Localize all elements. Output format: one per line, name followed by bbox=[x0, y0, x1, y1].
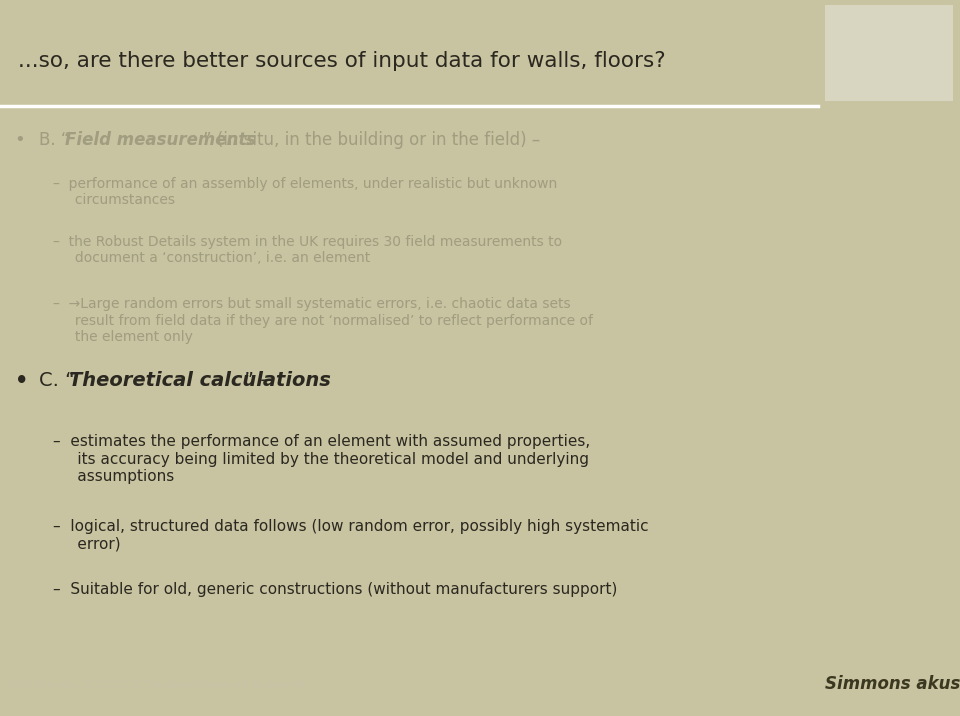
Text: C. “: C. “ bbox=[39, 372, 76, 390]
Text: –  the Robust Details system in the UK requires 30 field measurements to
     do: – the Robust Details system in the UK re… bbox=[53, 235, 563, 265]
Text: ” –: ” – bbox=[244, 372, 270, 390]
Text: ...so, are there better sources of input data for walls, floors?: ...so, are there better sources of input… bbox=[18, 52, 665, 72]
Text: ” (in situ, in the building or in the field) –: ” (in situ, in the building or in the fi… bbox=[203, 130, 540, 149]
Text: Simmons akustik & u: Simmons akustik & u bbox=[825, 675, 960, 694]
Text: NAS Årsmöte 2013-10-25 Trondheim Säker på Osäkerhet: NAS Årsmöte 2013-10-25 Trondheim Säker p… bbox=[10, 679, 305, 690]
Text: •: • bbox=[14, 130, 26, 149]
Text: –  Suitable for old, generic constructions (without manufacturers support): – Suitable for old, generic construction… bbox=[53, 582, 617, 597]
Text: –  performance of an assembly of elements, under realistic but unknown
     circ: – performance of an assembly of elements… bbox=[53, 177, 558, 207]
Text: B. “: B. “ bbox=[39, 130, 70, 149]
Text: •: • bbox=[14, 372, 28, 391]
Text: –  estimates the performance of an element with assumed properties,
     its acc: – estimates the performance of an elemen… bbox=[53, 434, 590, 484]
Text: Theoretical calculations: Theoretical calculations bbox=[69, 372, 330, 390]
Text: Field measurements: Field measurements bbox=[65, 130, 256, 149]
Text: –  logical, structured data follows (low random error, possibly high systematic
: – logical, structured data follows (low … bbox=[53, 519, 649, 551]
Text: –  →Large random errors but small systematic errors, i.e. chaotic data sets
    : – →Large random errors but small systema… bbox=[53, 297, 593, 344]
